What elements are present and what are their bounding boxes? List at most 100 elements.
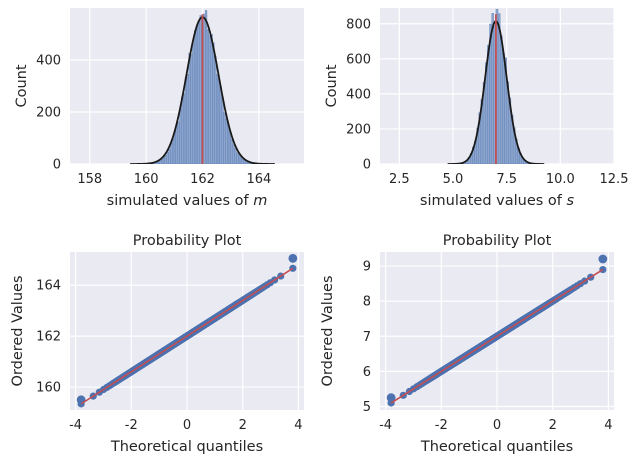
qq-fit-line bbox=[80, 267, 294, 405]
histogram-bar bbox=[164, 155, 167, 164]
histogram-bar bbox=[162, 156, 166, 164]
y-tick-label: 200 bbox=[36, 106, 61, 121]
x-axis-label: Theoretical quantiles bbox=[420, 439, 573, 455]
x-tick-label: 4 bbox=[294, 418, 302, 433]
x-tick-label: 160 bbox=[134, 172, 159, 187]
x-tick-label: 158 bbox=[77, 172, 102, 187]
y-axis-label: Count bbox=[14, 64, 30, 107]
plot-area bbox=[130, 10, 275, 164]
y-tick-label: 200 bbox=[346, 122, 371, 137]
plot-area bbox=[386, 254, 608, 407]
histogram-bar bbox=[170, 143, 173, 164]
qq-outlier-point bbox=[76, 395, 86, 405]
histogram-bar bbox=[223, 112, 226, 164]
y-tick-label: 160 bbox=[36, 381, 61, 396]
histogram-bar bbox=[199, 15, 202, 164]
histogram-bar bbox=[241, 158, 244, 164]
histogram-bar bbox=[183, 93, 186, 164]
histogram-bar bbox=[500, 35, 503, 164]
qq-outlier-point bbox=[598, 254, 608, 264]
histogram-bar bbox=[172, 138, 175, 164]
histogram-bar bbox=[184, 76, 188, 164]
x-axis-label-variable: s bbox=[567, 193, 575, 209]
histogram-bar bbox=[219, 86, 222, 164]
histogram-bar bbox=[239, 157, 242, 164]
histogram-bar bbox=[228, 131, 231, 164]
x-tick-label: 2.5 bbox=[389, 172, 410, 187]
histogram-bar bbox=[227, 123, 230, 164]
histogram-bar bbox=[195, 27, 199, 164]
y-axis-label: Count bbox=[324, 64, 340, 107]
subplot-title: Probability Plot bbox=[443, 233, 552, 249]
y-tick-label: 800 bbox=[346, 17, 371, 32]
x-tick-label: 5.0 bbox=[443, 172, 464, 187]
subplot-bottom-left: -4 -2 0 2 4 160 162 164 Probability Plot Theoreti… bbox=[10, 233, 304, 455]
histogram-bar bbox=[491, 13, 494, 164]
y-tick-label: 7 bbox=[363, 330, 371, 345]
histogram-bar bbox=[234, 148, 237, 164]
histogram-bar bbox=[216, 74, 219, 164]
histogram-bar bbox=[188, 52, 191, 164]
x-tick-label: -4 bbox=[69, 418, 82, 433]
x-tick-label: 4 bbox=[604, 418, 612, 433]
y-tick-label: 6 bbox=[363, 365, 371, 380]
histogram-bar bbox=[212, 42, 215, 164]
histogram-bar bbox=[214, 56, 217, 164]
histogram-bar bbox=[161, 158, 164, 164]
x-tick-label: 164 bbox=[246, 172, 271, 187]
x-axis-label-variable: m bbox=[253, 193, 267, 209]
histogram-bar bbox=[206, 29, 209, 164]
plot-area bbox=[447, 8, 545, 164]
qq-outlier-point bbox=[288, 253, 298, 263]
x-tick-label: -4 bbox=[379, 418, 392, 433]
x-axis-label-text: simulated values of bbox=[107, 193, 254, 209]
x-axis-label-text: simulated values of bbox=[420, 193, 567, 209]
y-axis-label: Ordered Values bbox=[320, 276, 336, 387]
histogram-bar bbox=[192, 42, 195, 164]
y-tick-label: 164 bbox=[36, 279, 61, 294]
x-tick-label: 2 bbox=[239, 418, 247, 433]
y-tick-label: 0 bbox=[53, 158, 61, 173]
histogram-bar bbox=[502, 52, 505, 164]
qq-fit-line bbox=[390, 268, 604, 404]
histogram-bar bbox=[190, 54, 193, 164]
y-tick-label: 162 bbox=[36, 330, 61, 345]
histogram-bar bbox=[208, 35, 211, 164]
histogram-bar bbox=[166, 152, 169, 164]
x-tick-label: 0 bbox=[493, 418, 501, 433]
y-tick-label: 400 bbox=[36, 54, 61, 69]
histogram-bar bbox=[497, 13, 501, 164]
histogram-bar bbox=[177, 121, 180, 164]
y-tick-label: 400 bbox=[346, 87, 371, 102]
histogram-bar bbox=[168, 149, 171, 164]
histogram-bar bbox=[210, 34, 213, 164]
x-tick-label: 10.0 bbox=[546, 172, 575, 187]
histogram-bar bbox=[203, 13, 206, 164]
histogram-bar bbox=[236, 152, 239, 164]
histogram-bar bbox=[197, 21, 200, 164]
x-axis-label: simulated values of s bbox=[420, 193, 575, 209]
x-tick-label: 162 bbox=[190, 172, 215, 187]
x-axis-label: simulated values of m bbox=[107, 193, 268, 209]
histogram-bar bbox=[181, 96, 184, 164]
histogram-bar bbox=[238, 154, 241, 164]
y-tick-label: 8 bbox=[363, 295, 371, 310]
x-tick-label: 7.5 bbox=[496, 172, 517, 187]
subplot-title: Probability Plot bbox=[133, 233, 242, 249]
histogram-bar bbox=[205, 10, 208, 164]
y-tick-label: 5 bbox=[363, 400, 371, 415]
y-tick-label: 600 bbox=[346, 52, 371, 67]
histogram-bar bbox=[221, 97, 224, 164]
histogram-bar bbox=[194, 30, 197, 164]
y-tick-label: 0 bbox=[363, 158, 371, 173]
x-tick-label: 2 bbox=[549, 418, 557, 433]
histogram-bar bbox=[225, 118, 228, 164]
subplot-top-right: 2.5 5.0 7.5 10.0 12.5 0 200 400 600 800 simulated … bbox=[324, 8, 628, 209]
y-tick-label: 9 bbox=[363, 260, 371, 275]
qq-outlier-point bbox=[386, 393, 396, 403]
histogram-bar bbox=[175, 124, 178, 164]
x-tick-label: -2 bbox=[125, 418, 138, 433]
histogram-bar bbox=[186, 74, 189, 164]
histogram-bar bbox=[173, 131, 177, 164]
